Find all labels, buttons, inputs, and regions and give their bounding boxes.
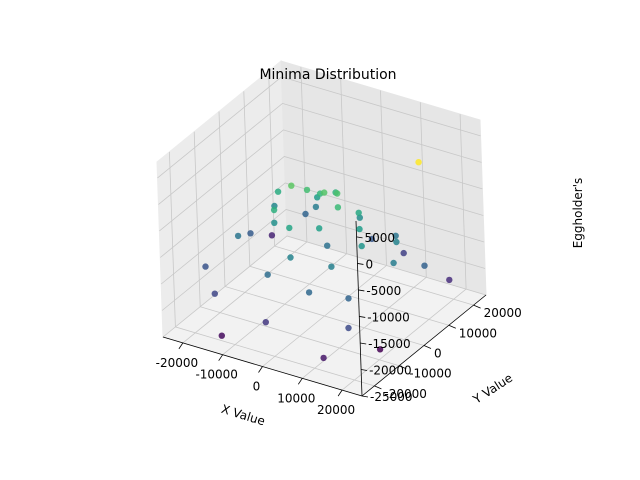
x-tick-mark [179, 343, 183, 349]
x-tick-label: -10000 [195, 368, 238, 382]
y-axis-label: Y Value [470, 371, 515, 407]
data-point [212, 291, 218, 297]
z-tick-label: 0 [365, 257, 373, 271]
x-tick-mark [298, 378, 302, 384]
data-point [302, 211, 308, 217]
x-axis-label: X Value [220, 402, 267, 429]
data-point [247, 230, 253, 236]
data-point [271, 220, 277, 226]
data-point [271, 207, 277, 213]
data-point [263, 319, 269, 325]
z-tick-label: -5000 [366, 284, 401, 298]
x-tick-label: 20000 [317, 403, 355, 417]
data-point [219, 333, 225, 339]
y-tick-label: 10000 [459, 326, 497, 340]
data-point [345, 295, 351, 301]
z-tick-label: -15000 [368, 337, 411, 351]
x-tick-label: 10000 [277, 391, 315, 405]
y-tick-label: 0 [434, 347, 442, 361]
y-tick-mark [424, 346, 431, 349]
data-point [286, 225, 292, 231]
data-point [345, 325, 351, 331]
data-point [287, 254, 293, 260]
data-point [415, 159, 421, 165]
data-point [265, 272, 271, 278]
x-tick-mark [259, 367, 263, 373]
data-point [421, 263, 427, 269]
x-tick-label: 0 [253, 380, 261, 394]
data-point [356, 226, 362, 232]
data-point [446, 277, 452, 283]
z-tick-label: 5000 [365, 231, 396, 245]
x-tick-label: -20000 [156, 356, 199, 370]
x-tick-mark [219, 355, 223, 361]
data-point [356, 210, 362, 216]
data-point [313, 204, 319, 210]
z-tick-label: -20000 [369, 363, 412, 377]
y-tick-label: -10000 [409, 367, 452, 381]
data-point [235, 233, 241, 239]
y-tick-label: 20000 [484, 306, 522, 320]
z-tick-label: -25000 [370, 390, 413, 404]
data-point [304, 187, 310, 193]
chart-title: Minima Distribution [259, 67, 396, 83]
y-tick-mark [374, 386, 381, 389]
data-point [328, 264, 334, 270]
data-point [401, 250, 407, 256]
x-tick-mark [338, 390, 342, 396]
data-point [321, 189, 327, 195]
data-point [275, 189, 281, 195]
data-point [306, 289, 312, 295]
y-tick-mark [474, 305, 481, 308]
data-point [390, 260, 396, 266]
data-point [320, 355, 326, 361]
data-point [324, 243, 330, 249]
data-point [269, 232, 275, 238]
z-tick-label: -10000 [367, 310, 410, 324]
data-point [316, 225, 322, 231]
z-tick-mark [362, 396, 368, 397]
data-point [288, 183, 294, 189]
y-tick-mark [449, 325, 456, 328]
data-point [202, 263, 208, 269]
data-point [335, 204, 341, 210]
data-point [334, 190, 340, 196]
z-axis-label: Eggholder's [571, 178, 585, 249]
